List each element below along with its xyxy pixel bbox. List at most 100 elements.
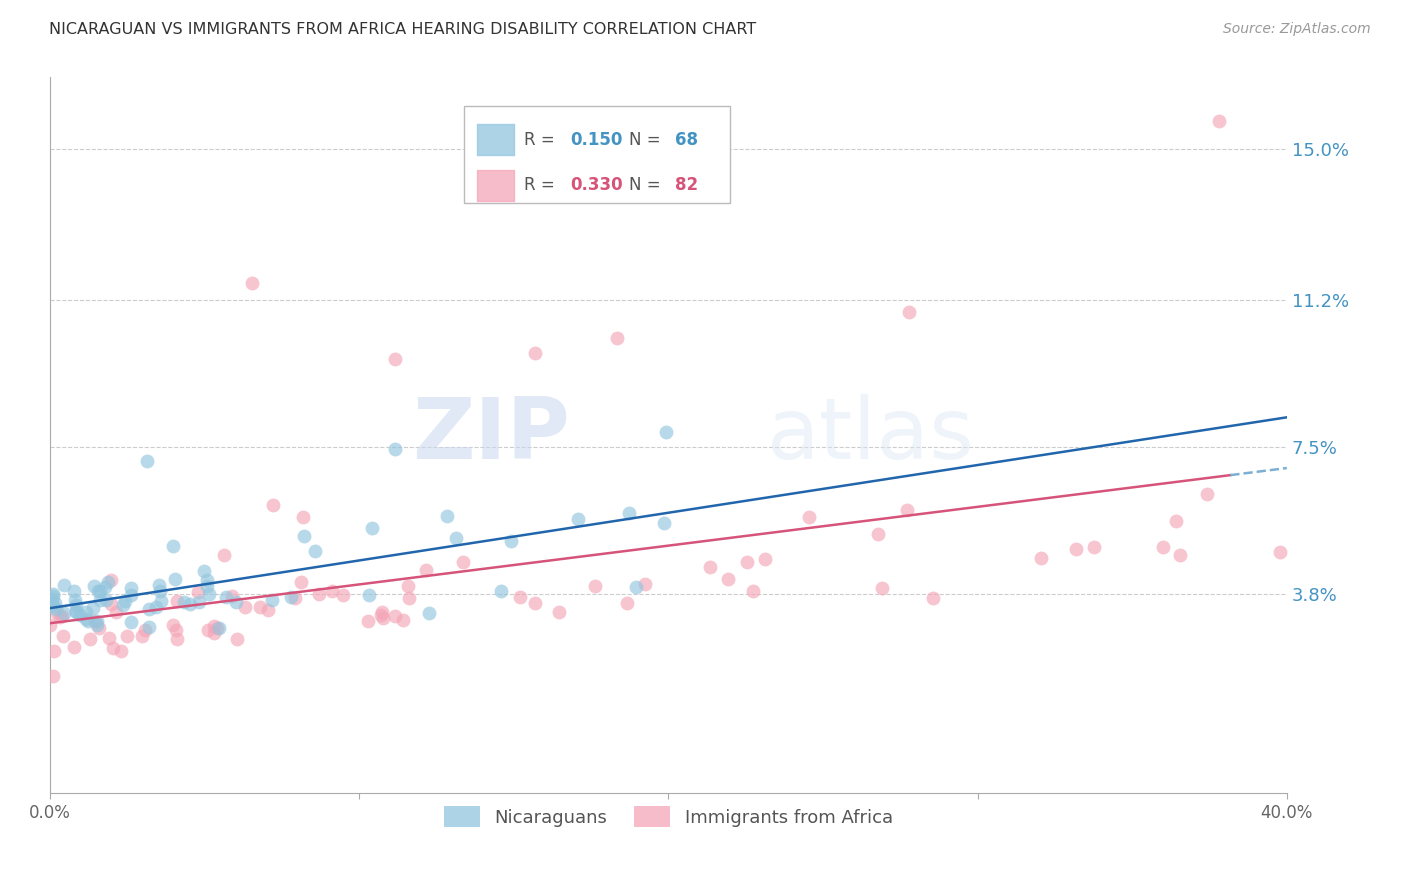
Point	[373, 611, 395, 625]
Point	[384, 352, 406, 367]
Point	[453, 555, 475, 569]
Text: 82: 82	[675, 177, 697, 194]
Point	[165, 572, 187, 586]
Point	[396, 579, 419, 593]
Point	[415, 563, 437, 577]
Bar	[477, 169, 513, 201]
Text: NICARAGUAN VS IMMIGRANTS FROM AFRICA HEARING DISABILITY CORRELATION CHART: NICARAGUAN VS IMMIGRANTS FROM AFRICA HEA…	[49, 22, 756, 37]
Point	[922, 591, 945, 605]
Text: R =: R =	[523, 131, 560, 149]
Point	[357, 614, 380, 628]
Point	[105, 605, 128, 619]
Point	[100, 597, 122, 611]
Point	[138, 620, 160, 634]
Point	[49, 610, 72, 624]
Point	[304, 544, 326, 558]
Point	[197, 623, 219, 637]
Point	[1168, 548, 1191, 562]
Text: ZIP: ZIP	[412, 394, 569, 477]
Point	[96, 593, 118, 607]
Point	[754, 551, 776, 566]
Point	[41, 669, 63, 683]
Point	[75, 612, 97, 626]
Text: atlas: atlas	[768, 394, 976, 477]
Point	[52, 606, 75, 620]
Point	[162, 539, 184, 553]
Point	[103, 641, 125, 656]
Point	[212, 548, 235, 562]
Point	[370, 608, 392, 623]
Point	[79, 632, 101, 647]
Point	[42, 599, 65, 614]
Point	[1064, 541, 1087, 556]
Point	[39, 618, 62, 632]
Point	[1164, 514, 1187, 528]
Point	[76, 614, 98, 628]
Point	[94, 580, 117, 594]
Point	[361, 521, 384, 535]
Point	[187, 595, 209, 609]
Point	[97, 574, 120, 589]
Point	[384, 442, 406, 456]
Point	[735, 555, 758, 569]
Point	[45, 607, 67, 621]
Legend: Nicaraguans, Immigrants from Africa: Nicaraguans, Immigrants from Africa	[437, 799, 900, 834]
Bar	[477, 125, 513, 155]
Point	[87, 584, 110, 599]
Point	[166, 632, 188, 646]
Point	[652, 516, 675, 530]
Point	[121, 588, 143, 602]
Point	[114, 594, 136, 608]
Point	[226, 632, 249, 647]
Point	[866, 526, 889, 541]
Point	[896, 503, 918, 517]
Point	[148, 577, 170, 591]
Point	[624, 580, 647, 594]
Point	[870, 581, 893, 595]
Text: R =: R =	[523, 177, 560, 194]
Point	[215, 591, 238, 605]
Point	[284, 591, 307, 605]
Point	[332, 588, 354, 602]
Point	[654, 425, 676, 439]
Point	[292, 529, 315, 543]
Point	[131, 629, 153, 643]
Text: 68: 68	[675, 131, 697, 149]
Point	[418, 607, 440, 621]
Point	[225, 595, 247, 609]
Point	[1268, 544, 1291, 558]
Point	[436, 508, 458, 523]
Point	[187, 585, 209, 599]
Point	[221, 590, 243, 604]
Point	[567, 512, 589, 526]
Point	[509, 590, 531, 604]
Point	[262, 498, 284, 512]
Point	[165, 624, 187, 638]
Point	[1153, 540, 1175, 554]
Point	[524, 596, 547, 610]
Text: 0.330: 0.330	[571, 177, 623, 194]
Point	[195, 579, 218, 593]
Point	[616, 596, 638, 610]
Point	[65, 604, 87, 618]
Point	[173, 595, 195, 609]
Point	[797, 509, 820, 524]
Point	[371, 605, 394, 619]
Point	[198, 587, 221, 601]
Point	[1083, 540, 1105, 554]
Point	[75, 605, 97, 619]
Point	[42, 643, 65, 657]
Point	[308, 587, 330, 601]
Point	[162, 618, 184, 632]
Point	[86, 618, 108, 632]
Point	[249, 599, 271, 614]
Point	[138, 601, 160, 615]
Point	[89, 592, 111, 607]
Point	[82, 600, 104, 615]
Point	[280, 591, 302, 605]
Point	[634, 576, 657, 591]
Point	[501, 533, 523, 548]
Point	[83, 579, 105, 593]
Point	[290, 574, 312, 589]
Point	[260, 593, 283, 607]
